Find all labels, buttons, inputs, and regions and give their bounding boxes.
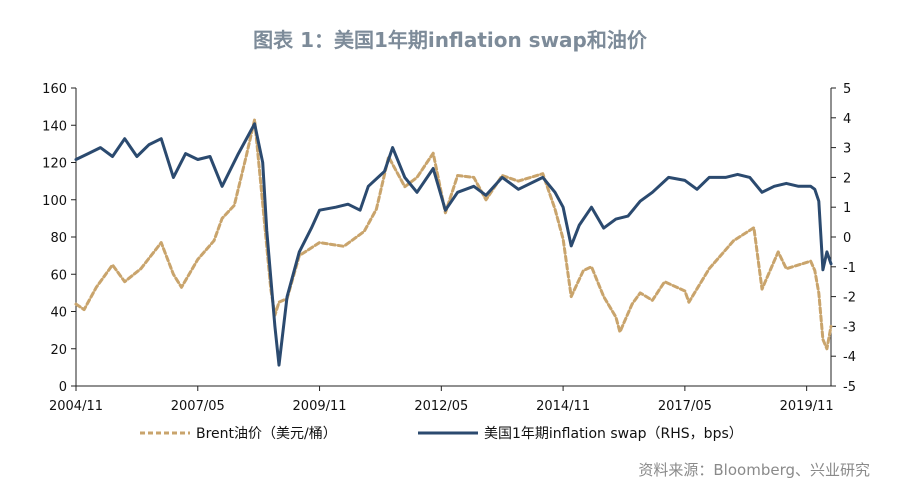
x-axis-tick-label: 2007/05 (171, 399, 225, 414)
left-axis-tick-label: 60 (50, 268, 67, 283)
inflation-swap-line (74, 122, 833, 367)
right-axis-tick-label: -4 (843, 350, 856, 365)
x-axis-tick-label: 2014/11 (536, 399, 590, 414)
chart-series-layer (74, 118, 833, 367)
x-axis-tick-label: 2017/05 (658, 399, 712, 414)
x-axis-tick-label: 2012/05 (414, 399, 468, 414)
left-axis-tick-label: 100 (42, 194, 67, 209)
legend-label-inflation-swap: 美国1年期inflation swap（RHS，bps） (484, 426, 743, 442)
chart-axes: 0 20 40 60 80 100 120 140 160 5 4 3 2 1 0 -1 -2 -3 -4 -5 200… (42, 82, 856, 414)
x-axis-tick-label: 2009/11 (293, 399, 347, 414)
left-axis-tick-label: 140 (42, 119, 67, 134)
right-axis-tick-label: -1 (843, 261, 856, 276)
right-axis-tick-label: 4 (843, 112, 851, 127)
left-axis-tick-label: 160 (42, 82, 67, 97)
left-axis-tick-label: 0 (59, 380, 67, 395)
left-axis-tick-label: 80 (50, 231, 67, 246)
right-axis-tick-label: -5 (843, 380, 856, 395)
x-axis-tick-label: 2019/11 (780, 399, 834, 414)
right-axis-tick-label: 1 (843, 201, 851, 216)
right-axis-tick-label: 0 (843, 231, 851, 246)
source-note: 资料来源：Bloomberg、兴业研究 (638, 461, 870, 479)
left-axis-tick-label: 120 (42, 157, 67, 172)
right-axis-tick-label: 2 (843, 171, 851, 186)
x-axis-tick-label: 2004/11 (49, 399, 103, 414)
right-axis-tick-label: 5 (843, 82, 851, 97)
brent-oil-price-line (74, 118, 833, 351)
right-axis-tick-label: 3 (843, 142, 851, 157)
right-axis-tick-label: -3 (843, 320, 856, 335)
right-axis-tick-label: -2 (843, 291, 856, 306)
chart-legend: Brent油价（美元/桶） 美国1年期inflation swap（RHS，bps… (140, 426, 743, 442)
left-axis-tick-label: 20 (50, 343, 67, 358)
chart-title: 图表 1：美国1年期inflation swap和油价 (253, 28, 647, 52)
left-axis-tick-label: 40 (50, 306, 67, 321)
legend-label-brent: Brent油价（美元/桶） (196, 426, 337, 442)
